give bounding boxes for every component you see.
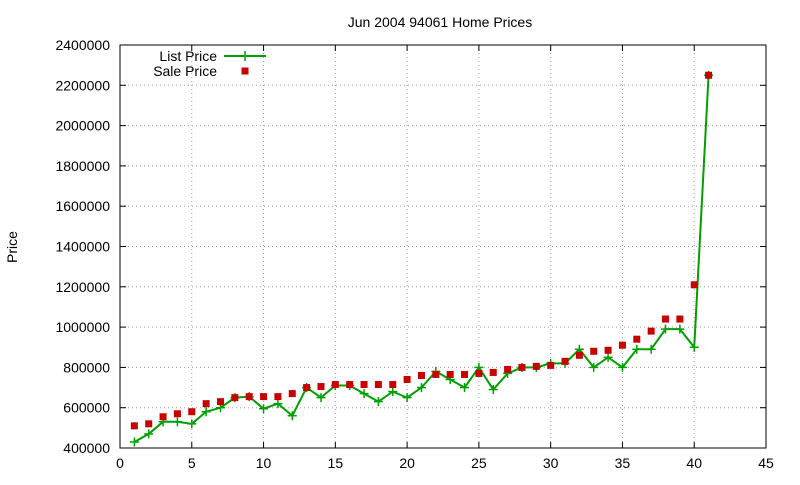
y-tick-label: 1400000 xyxy=(55,239,110,255)
sale-price-point xyxy=(547,361,555,369)
y-tick-label: 1600000 xyxy=(55,198,110,214)
sale-price-point xyxy=(475,369,483,377)
sale-price-point xyxy=(432,370,440,378)
sale-price-point xyxy=(231,394,239,402)
sale-price-point xyxy=(618,341,626,349)
list-price-point xyxy=(373,397,383,407)
legend: List Price Sale Price xyxy=(153,48,266,79)
list-price-point xyxy=(187,419,197,429)
x-tick-label: 25 xyxy=(471,455,487,471)
sale-price-point xyxy=(705,71,713,79)
sale-price-point xyxy=(303,384,311,392)
legend-marker-list-price xyxy=(240,51,250,61)
list-price-point xyxy=(129,437,139,447)
list-price-point xyxy=(589,362,599,372)
sale-price-point xyxy=(260,393,268,401)
sale-price-point xyxy=(575,351,583,359)
sale-price-point xyxy=(202,400,210,408)
y-tick-label: 2000000 xyxy=(55,118,110,134)
list-price-point xyxy=(617,362,627,372)
list-price-point xyxy=(316,393,326,403)
sale-price-point xyxy=(662,315,670,323)
sale-price-point xyxy=(389,381,397,389)
list-price-point xyxy=(416,383,426,393)
axis-ticks: 0 5 10 15 20 25 30 35 40 45 400000 600000 800000 1000… xyxy=(55,37,774,471)
list-price-point xyxy=(646,344,656,354)
x-tick-label: 45 xyxy=(758,455,774,471)
list-price-point xyxy=(632,344,642,354)
y-axis-label: Price xyxy=(4,231,20,263)
list-price-point xyxy=(359,389,369,399)
sale-price-point xyxy=(489,368,497,376)
y-tick-label: 1800000 xyxy=(55,158,110,174)
list-price-point xyxy=(259,404,269,414)
sale-price-point xyxy=(633,335,641,343)
list-price-point xyxy=(144,429,154,439)
sale-price-point xyxy=(374,381,382,389)
legend-label-sale-price: Sale Price xyxy=(153,63,217,79)
legend-marker-sale-price xyxy=(241,67,249,75)
x-tick-label: 20 xyxy=(399,455,415,471)
list-price-point xyxy=(273,399,283,409)
sale-price-point xyxy=(417,371,425,379)
sale-price-point xyxy=(288,390,296,398)
sale-price-point xyxy=(461,370,469,378)
list-price-point xyxy=(603,352,613,362)
sale-price-point xyxy=(173,410,181,418)
list-price-point xyxy=(689,342,699,352)
sale-price-point xyxy=(504,365,512,373)
list-price-point xyxy=(287,411,297,421)
sale-price-point xyxy=(331,381,339,389)
sale-price-point xyxy=(360,381,368,389)
list-price-point xyxy=(488,385,498,395)
chart-title: Jun 2004 94061 Home Prices xyxy=(348,14,532,30)
x-tick-label: 5 xyxy=(188,455,196,471)
list-price-point xyxy=(661,324,671,334)
sale-price-point xyxy=(245,393,253,401)
sale-price-point xyxy=(216,398,224,406)
plot-border xyxy=(119,44,767,449)
sale-price-point xyxy=(403,375,411,383)
x-tick-label: 15 xyxy=(328,455,344,471)
sale-price-point xyxy=(317,383,325,391)
y-tick-label: 400000 xyxy=(63,440,110,456)
x-tick-label: 0 xyxy=(116,455,124,471)
sale-price-point xyxy=(561,357,569,365)
sale-price-point xyxy=(188,408,196,416)
sale-price-point xyxy=(518,363,526,371)
y-tick-label: 1000000 xyxy=(55,319,110,335)
grid-lines xyxy=(120,45,766,448)
x-tick-label: 40 xyxy=(686,455,702,471)
list-price-point xyxy=(402,393,412,403)
list-price-point xyxy=(675,324,685,334)
sale-price-point xyxy=(647,327,655,335)
legend-label-list-price: List Price xyxy=(159,48,217,64)
sale-price-point xyxy=(676,315,684,323)
sale-price-point xyxy=(446,370,454,378)
list-price-point xyxy=(172,417,182,427)
sale-price-point xyxy=(590,347,598,355)
sale-price-point xyxy=(159,413,167,421)
list-price-point xyxy=(201,407,211,417)
y-tick-label: 600000 xyxy=(63,400,110,416)
x-tick-label: 35 xyxy=(615,455,631,471)
sale-price-point xyxy=(690,281,698,289)
plot-series xyxy=(129,70,714,447)
y-tick-label: 2400000 xyxy=(55,37,110,53)
list-price-point xyxy=(460,383,470,393)
sale-price-point xyxy=(532,362,540,370)
list-price-point xyxy=(388,387,398,397)
y-tick-label: 800000 xyxy=(63,359,110,375)
sale-price-point xyxy=(604,346,612,354)
x-tick-label: 10 xyxy=(256,455,272,471)
sale-price-point xyxy=(130,422,138,430)
sale-price-point xyxy=(274,393,282,401)
y-tick-label: 1200000 xyxy=(55,279,110,295)
x-tick-label: 30 xyxy=(543,455,559,471)
sale-price-point xyxy=(346,381,354,389)
sale-price-point xyxy=(145,420,153,428)
y-tick-label: 2200000 xyxy=(55,77,110,93)
